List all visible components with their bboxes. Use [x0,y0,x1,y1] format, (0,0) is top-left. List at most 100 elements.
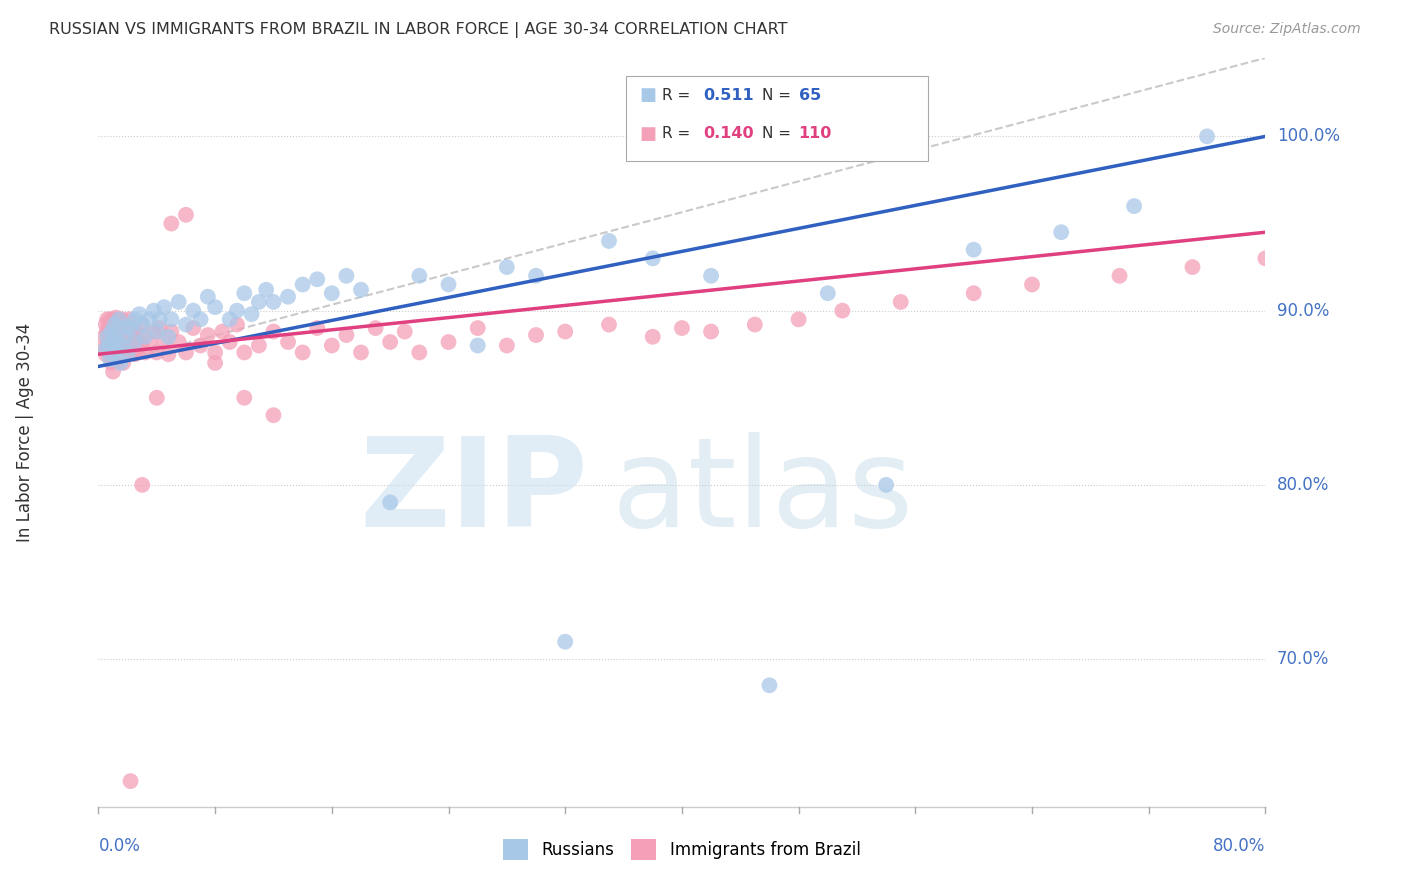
Point [108,312,131,326]
Point [120,345,142,359]
Point [101,347,124,361]
Point [335,268,357,283]
Point [110,347,132,361]
Point [111,312,134,326]
Text: 0.140: 0.140 [703,127,754,141]
Point [101,342,124,356]
Point [744,318,766,332]
Text: 80.0%: 80.0% [1277,476,1330,494]
Point [160,312,183,326]
Text: In Labor Force | Age 30-34: In Labor Force | Age 30-34 [17,323,34,542]
Point [112,334,135,349]
Point [1254,252,1277,266]
Point [97,334,120,349]
Point [554,634,576,648]
Point [138,334,160,349]
Point [291,277,314,292]
Point [112,356,135,370]
Point [134,345,156,359]
Point [96,342,118,356]
Point [117,319,139,334]
Point [350,283,373,297]
Point [131,338,153,352]
Point [104,310,127,325]
Point [108,345,131,359]
Point [1021,277,1043,292]
Point [817,286,839,301]
Point [117,347,139,361]
Point [105,352,128,367]
Point [104,325,127,339]
Point [134,330,156,344]
Point [247,338,270,352]
Point [98,312,121,326]
Point [94,342,117,356]
Point [335,328,357,343]
Point [122,321,145,335]
Point [598,318,620,332]
Point [93,330,115,344]
Point [962,286,984,301]
Point [496,260,519,274]
Point [254,283,277,297]
Text: 80.0%: 80.0% [1213,838,1265,855]
Point [103,318,125,332]
Text: 100.0%: 100.0% [1277,128,1340,145]
Point [787,312,810,326]
Point [240,307,263,321]
Point [120,328,142,343]
Text: 0.0%: 0.0% [98,838,141,855]
Point [120,321,142,335]
Point [118,312,141,326]
Point [1123,199,1146,213]
Point [160,325,183,339]
Point [138,312,160,326]
Point [101,365,124,379]
Point [758,678,780,692]
Point [962,243,984,257]
Point [146,391,169,405]
Point [496,338,519,352]
Point [554,325,576,339]
Point [1108,268,1130,283]
Point [671,321,693,335]
Point [149,312,172,326]
Point [467,321,489,335]
Point [277,290,299,304]
Point [831,303,853,318]
Point [98,328,121,343]
Point [104,328,127,343]
Point [108,312,131,326]
Point [167,334,190,349]
Point [142,303,165,318]
Point [437,334,460,349]
Point [321,286,343,301]
Point [408,268,430,283]
Point [98,345,121,359]
Point [380,334,402,349]
Point [98,352,121,367]
Text: ■: ■ [640,125,657,143]
Point [157,330,180,344]
Point [160,217,183,231]
Point [120,774,142,789]
Point [890,294,912,309]
Point [115,338,138,352]
Point [131,318,153,332]
Point [105,342,128,356]
Point [307,272,329,286]
Point [121,338,143,352]
Point [226,318,249,332]
Point [247,294,270,309]
Point [321,338,343,352]
Point [394,325,416,339]
Point [100,338,122,352]
Text: 0.511: 0.511 [703,88,754,103]
Point [174,318,197,332]
Text: atlas: atlas [612,432,914,553]
Point [101,312,124,326]
Point [524,328,547,343]
Point [1195,129,1218,144]
Point [111,338,134,352]
Point [218,312,240,326]
